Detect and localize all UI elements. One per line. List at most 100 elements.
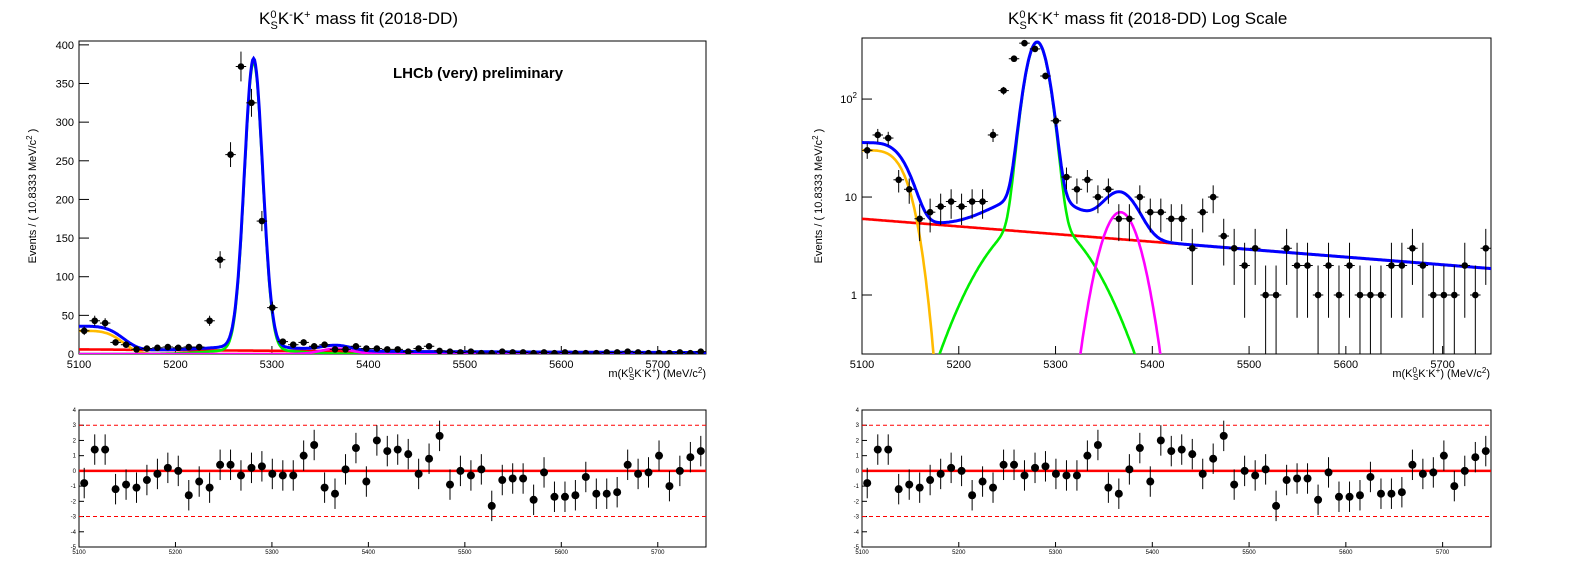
pull-x-tick-label: 5700 xyxy=(651,550,665,556)
plot-area xyxy=(862,39,1491,354)
data-point xyxy=(99,318,111,328)
data-point xyxy=(1092,185,1104,214)
pull-point xyxy=(1251,460,1260,491)
pull-point xyxy=(351,432,360,464)
data-point xyxy=(120,341,132,349)
pull-point xyxy=(519,463,528,494)
x-tick-label: 5100 xyxy=(850,359,874,371)
pull-point xyxy=(1408,449,1417,481)
y-tick-label: 200 xyxy=(56,194,74,206)
pull-point xyxy=(1209,443,1218,474)
pull-y-tick-label: 0 xyxy=(856,469,860,475)
data-point xyxy=(1040,72,1051,80)
data-point xyxy=(329,346,341,353)
data-point xyxy=(695,348,706,354)
data-point xyxy=(977,189,988,219)
data-point xyxy=(1082,170,1093,193)
pull-point xyxy=(257,451,266,482)
data-point xyxy=(632,349,644,354)
data-point xyxy=(685,349,696,354)
pull-point xyxy=(1387,478,1396,509)
x-tick-label: 5700 xyxy=(1430,359,1454,371)
data-point xyxy=(1145,198,1156,233)
data-point xyxy=(110,339,121,346)
pull-point xyxy=(686,441,695,473)
pull-point xyxy=(602,478,611,509)
pull-point xyxy=(623,449,632,481)
data-point xyxy=(872,128,884,143)
x-tick-label: 5600 xyxy=(1334,359,1358,371)
data-point xyxy=(267,301,278,314)
pull-point xyxy=(216,449,225,481)
pull-point xyxy=(560,481,569,512)
data-point xyxy=(476,349,487,354)
x-tick-label: 5500 xyxy=(1237,359,1261,371)
x-tick-label: 5500 xyxy=(453,359,477,371)
pull-y-tick-label: -5 xyxy=(854,545,860,551)
data-point xyxy=(1407,228,1418,285)
pull-y-tick-label: -5 xyxy=(71,545,77,551)
pull-point xyxy=(1418,458,1427,490)
left-pull-frame xyxy=(78,409,707,548)
x-tick-label: 5700 xyxy=(646,359,670,371)
data-point xyxy=(643,349,654,354)
right-ylabel: Events / ( 10.8333 MeV/c2 ) xyxy=(811,129,825,264)
data-point xyxy=(444,348,456,354)
pull-point xyxy=(968,480,977,511)
pull-point xyxy=(1051,458,1060,490)
pull-x-tick-label: 5200 xyxy=(169,550,183,556)
left-ylabel: Events / ( 10.8333 MeV/c2 ) xyxy=(25,129,39,264)
pull-point xyxy=(1230,469,1239,500)
pull-point xyxy=(195,466,204,497)
pull-point xyxy=(184,480,193,511)
left-fit-panel: K0 SK-K+ mass fit (2018-DD) LHCb (very) p… xyxy=(25,9,707,382)
data-point xyxy=(1470,265,1481,354)
pull-point xyxy=(1062,460,1071,491)
x-tick-label: 5200 xyxy=(163,359,187,371)
pull-point xyxy=(613,476,622,508)
pull-point xyxy=(1240,455,1249,487)
data-point xyxy=(1386,242,1397,318)
pull-point xyxy=(1355,480,1364,511)
pull-point xyxy=(1261,454,1270,485)
pull-point xyxy=(978,466,987,497)
pull-point xyxy=(1460,455,1469,487)
pull-point xyxy=(696,435,705,467)
data-point xyxy=(1438,265,1450,354)
data-point xyxy=(277,338,289,345)
data-point xyxy=(674,349,686,354)
data-point xyxy=(987,128,999,143)
pull-point xyxy=(936,458,945,490)
pull-point xyxy=(1167,435,1176,467)
pull-y-tick-label: 3 xyxy=(856,423,860,429)
pull-point xyxy=(142,464,151,496)
pull-point xyxy=(999,449,1008,481)
pull-point xyxy=(1303,463,1312,494)
right-main-plot: 5100 5200 5300 5400 5500 5600 5700 1 10 102 xyxy=(840,39,1491,371)
y-tick-label: 1 xyxy=(851,290,857,302)
pull-point xyxy=(163,452,172,484)
pull-point xyxy=(299,440,308,471)
data-point xyxy=(173,344,184,352)
data-point xyxy=(507,349,518,354)
pull-point xyxy=(1282,464,1291,496)
x-tick-label: 5100 xyxy=(67,359,91,371)
pull-y-tick-label: -2 xyxy=(71,499,77,505)
data-point xyxy=(1291,242,1303,318)
pull-y-tick-label: 1 xyxy=(73,454,77,460)
pull-point xyxy=(1324,457,1333,488)
pull-point xyxy=(675,455,684,487)
data-point xyxy=(1228,228,1240,285)
pull-point xyxy=(571,480,580,511)
pull-x-tick-label: 5700 xyxy=(1436,550,1450,556)
left-title: K0 SK-K+ mass fit (2018-DD) xyxy=(259,9,458,32)
pull-point xyxy=(445,469,454,500)
left-pull-plot: -5 -4 -3 -2 -1 0 1 2 3 4 5100 5200 5300 5400 5500 5600 5… xyxy=(71,408,706,556)
pull-point xyxy=(957,455,966,487)
pull-point xyxy=(80,467,89,499)
pull-point xyxy=(915,472,924,503)
peaking-curve xyxy=(1079,210,1162,354)
data-point xyxy=(559,349,571,354)
data-point xyxy=(611,349,623,354)
